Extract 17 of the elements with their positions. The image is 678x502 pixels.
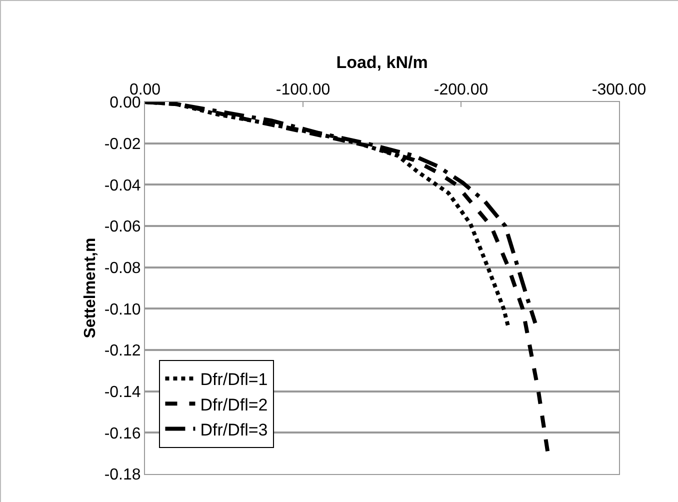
legend-label: Dfr/Dfl=1 [200, 370, 268, 390]
x-tick-label: -100.00 [276, 82, 330, 99]
y-tick-label: -0.14 [104, 384, 141, 401]
x-tick-label: -200.00 [434, 82, 488, 99]
y-tick-label: -0.04 [104, 177, 141, 194]
y-tick-label: -0.12 [104, 342, 141, 360]
legend-label: Dfr/Dfl=3 [200, 420, 268, 440]
x-tick-label: -300.00 [592, 82, 646, 99]
y-axis-title: Settelment,m [82, 238, 100, 338]
y-tick-label: -0.06 [104, 218, 141, 236]
y-tick-label: -0.10 [104, 301, 141, 318]
y-tick-label: -0.16 [104, 425, 141, 442]
y-tick-label: -0.18 [104, 466, 141, 484]
x-axis-title: Load, kN/m [336, 53, 428, 72]
y-tick-label: -0.02 [104, 136, 141, 153]
y-tick-label: -0.08 [104, 260, 141, 277]
legend-label: Dfr/Dfl=2 [200, 395, 268, 414]
